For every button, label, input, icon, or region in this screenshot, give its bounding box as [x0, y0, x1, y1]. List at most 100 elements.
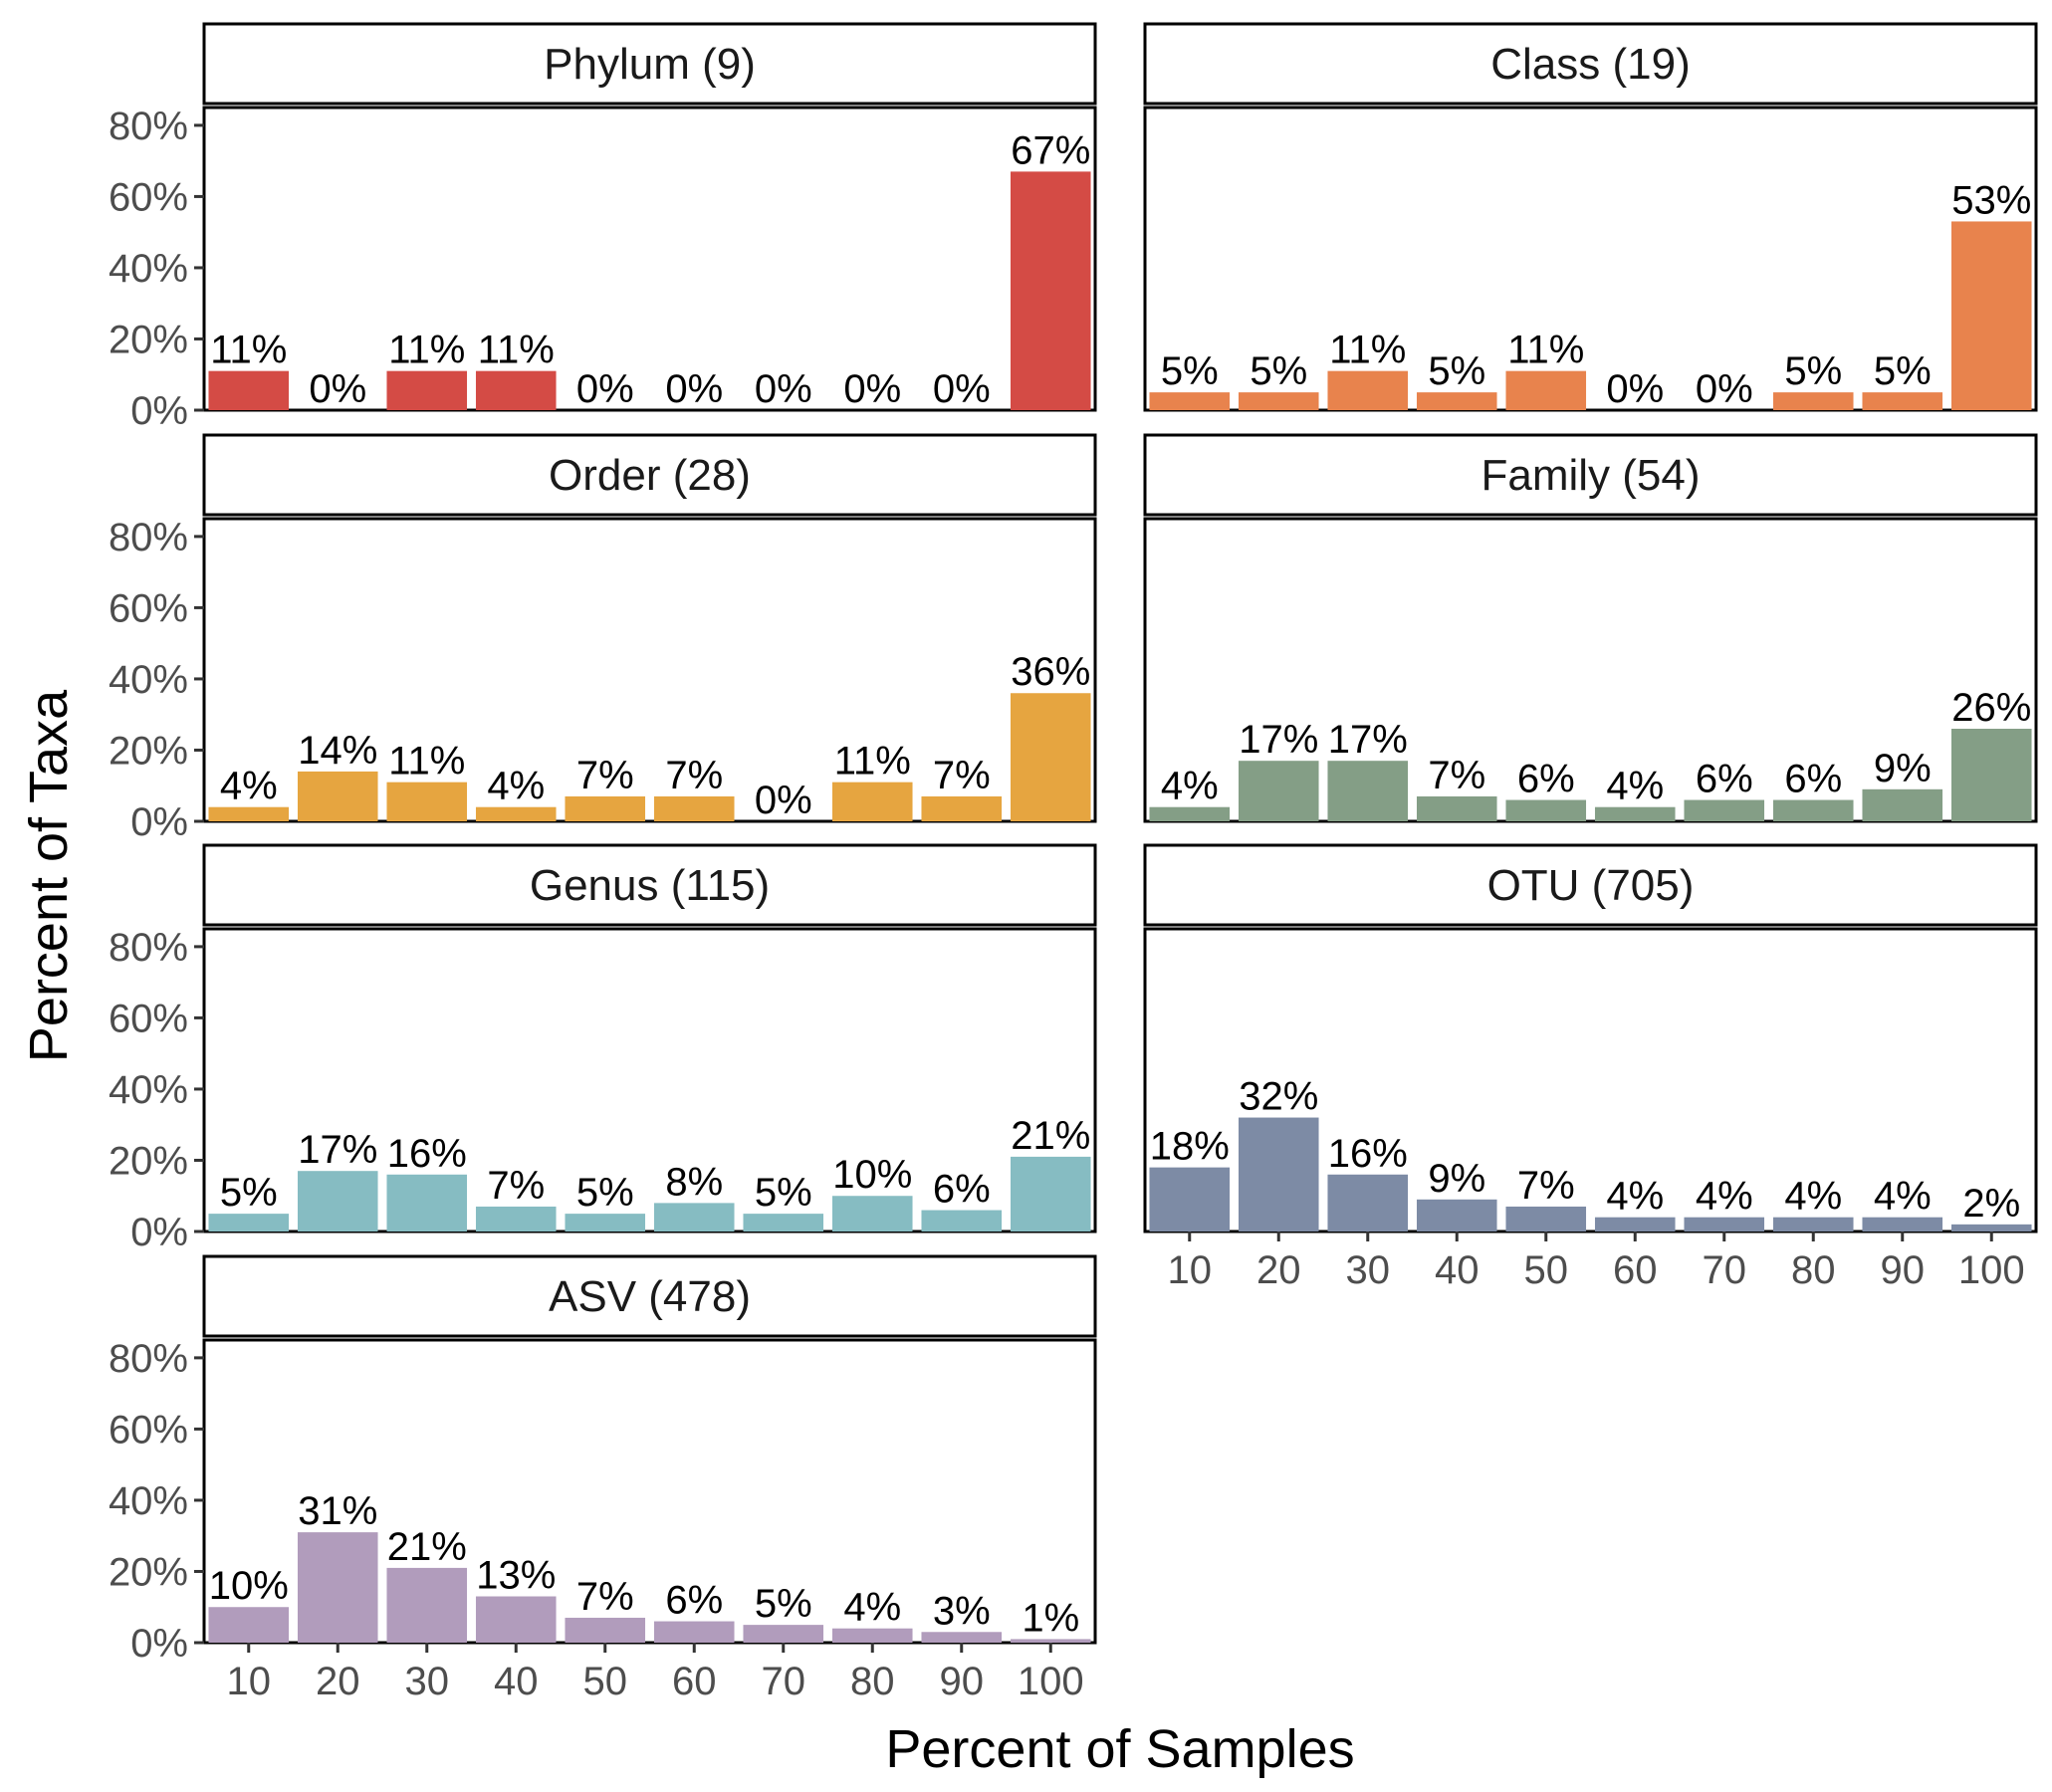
bar-label-family: 17%	[1239, 718, 1318, 762]
strip-label-genus: Genus (115)	[530, 861, 770, 910]
bar-otu-70	[1684, 1217, 1765, 1232]
x-tick-label: 10	[227, 1660, 272, 1703]
bar-label-asv: 5%	[755, 1582, 812, 1626]
bar-label-phylum: 11%	[388, 329, 465, 372]
bar-label-order: 4%	[487, 765, 545, 808]
bar-label-order: 11%	[834, 740, 911, 784]
bar-genus-80	[831, 1196, 913, 1232]
bar-label-family: 4%	[1606, 765, 1664, 808]
bar-class-20	[1238, 392, 1319, 410]
bar-order-40	[475, 806, 557, 821]
bar-label-phylum: 0%	[933, 367, 991, 411]
bar-label-genus: 10%	[832, 1153, 912, 1197]
bar-label-otu: 4%	[1874, 1175, 1932, 1219]
bar-order-20	[297, 771, 378, 821]
bar-genus-60	[653, 1203, 735, 1232]
bar-label-class: 5%	[1874, 349, 1932, 393]
bar-asv-20	[297, 1532, 378, 1643]
bar-label-class: 53%	[1951, 178, 2031, 222]
x-axis-title: Percent of Samples	[885, 1719, 1354, 1779]
y-tick-label: 40%	[109, 247, 188, 291]
bar-order-10	[208, 806, 290, 821]
bar-phylum-40	[475, 370, 557, 410]
bar-label-class: 0%	[1606, 367, 1664, 411]
bar-label-order: 7%	[933, 754, 991, 797]
bar-label-otu: 4%	[1784, 1175, 1842, 1219]
strip-label-order: Order (28)	[549, 451, 751, 500]
strip-label-phylum: Phylum (9)	[544, 40, 756, 89]
y-tick-label: 0%	[130, 800, 188, 844]
y-tick-label: 20%	[109, 318, 188, 361]
bar-label-class: 11%	[1507, 329, 1584, 372]
x-tick-label: 50	[583, 1660, 628, 1703]
bar-label-class: 5%	[1428, 349, 1485, 393]
bar-family-30	[1327, 761, 1409, 821]
panel-class: Class (19) 5% 5% 11% 5% 11% 0% 0% 5% 5% 53%	[1143, 22, 2038, 412]
plot-frame-phylum	[202, 106, 1097, 412]
strip-label-class: Class (19)	[1490, 40, 1691, 89]
bar-label-class: 5%	[1250, 349, 1307, 393]
facet-panels: Phylum (9) 0% 20% 40% 60% 80% 11% 0% 11% 11% 0% 0% 0…	[109, 22, 2038, 1703]
bar-asv-10	[208, 1607, 290, 1643]
strip-label-family: Family (54)	[1481, 451, 1700, 500]
bar-asv-40	[475, 1596, 557, 1643]
bar-label-asv: 6%	[665, 1579, 723, 1623]
bar-label-order: 14%	[298, 729, 377, 773]
bar-genus-40	[475, 1206, 557, 1232]
bar-order-100	[1010, 693, 1091, 821]
bar-label-asv: 4%	[843, 1586, 901, 1630]
bar-label-asv: 3%	[933, 1589, 991, 1633]
bar-label-otu: 9%	[1428, 1157, 1485, 1201]
bar-phylum-100	[1010, 171, 1091, 410]
bar-label-otu: 18%	[1150, 1125, 1230, 1169]
bar-label-otu: 16%	[1328, 1132, 1408, 1176]
bar-asv-80	[831, 1628, 913, 1643]
bar-class-10	[1149, 392, 1231, 410]
y-tick-label: 60%	[109, 1408, 188, 1452]
x-tick-label: 40	[494, 1660, 539, 1703]
plot-frame-asv	[202, 1338, 1097, 1645]
x-tick-label: 60	[1613, 1248, 1658, 1292]
bar-asv-30	[386, 1567, 468, 1643]
bar-family-10	[1149, 806, 1231, 821]
x-tick-label: 20	[1256, 1248, 1301, 1292]
bar-genus-100	[1010, 1156, 1091, 1232]
strip-order	[202, 433, 1097, 517]
bar-genus-90	[921, 1210, 1003, 1232]
strip-genus	[202, 843, 1097, 927]
bar-otu-30	[1327, 1174, 1409, 1232]
plot-frame-genus	[202, 927, 1097, 1233]
bar-label-genus: 8%	[665, 1160, 723, 1204]
bar-order-60	[653, 795, 735, 821]
y-tick-label: 20%	[109, 729, 188, 773]
bar-genus-30	[386, 1174, 468, 1232]
bar-class-50	[1505, 370, 1587, 410]
bar-label-class: 5%	[1161, 349, 1219, 393]
bar-label-family: 7%	[1428, 754, 1485, 797]
y-tick-label: 80%	[109, 1337, 188, 1381]
bar-otu-50	[1505, 1206, 1587, 1232]
bar-label-genus: 5%	[755, 1171, 812, 1215]
bar-order-50	[565, 795, 646, 821]
bar-label-asv: 10%	[209, 1564, 289, 1608]
bar-label-asv: 31%	[298, 1489, 377, 1533]
y-tick-label: 40%	[109, 1479, 188, 1523]
x-tick-label: 80	[850, 1660, 895, 1703]
bar-label-otu: 2%	[1962, 1182, 2020, 1226]
bar-label-family: 4%	[1161, 765, 1219, 808]
bar-label-order: 7%	[576, 754, 634, 797]
bar-label-phylum: 11%	[210, 329, 287, 372]
bar-otu-80	[1772, 1217, 1854, 1232]
bar-family-100	[1950, 729, 2032, 821]
bar-label-genus: 5%	[220, 1171, 278, 1215]
bar-otu-100	[1950, 1224, 2032, 1232]
bar-family-20	[1238, 761, 1319, 821]
bar-asv-50	[565, 1617, 646, 1643]
bar-label-otu: 7%	[1517, 1164, 1575, 1208]
x-tick-label: 20	[316, 1660, 360, 1703]
bar-label-phylum: 67%	[1011, 128, 1090, 172]
bar-label-order: 11%	[388, 740, 465, 784]
strip-family	[1143, 433, 2038, 517]
bar-phylum-30	[386, 370, 468, 410]
bar-label-family: 6%	[1517, 758, 1575, 801]
